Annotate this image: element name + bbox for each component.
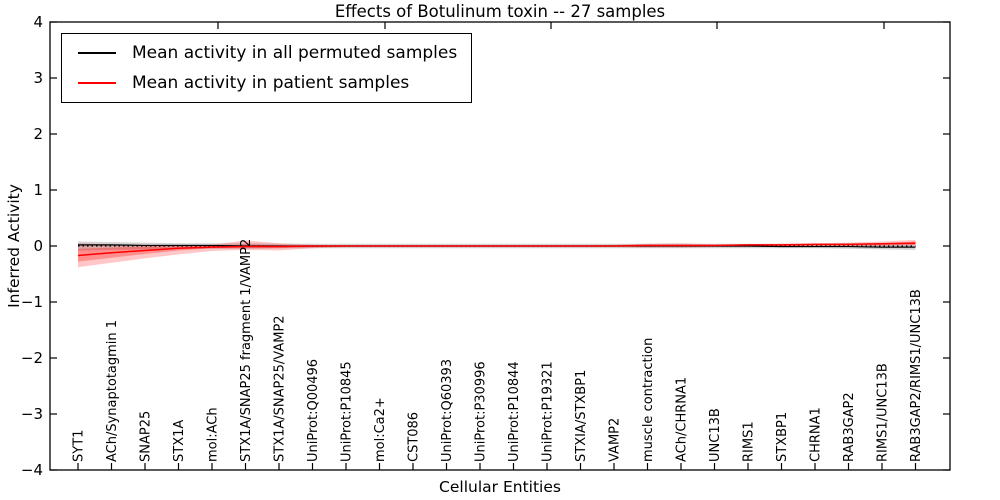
y-tick-label: −3	[21, 405, 43, 423]
black-line-swatch-icon	[78, 52, 116, 54]
x-tick-label: RIMS1/UNC13B	[876, 363, 891, 462]
x-tick-label: RAB3GAP2	[842, 392, 857, 462]
x-tick-label: muscle contraction	[641, 338, 656, 462]
legend-label-patient: Mean activity in patient samples	[132, 73, 410, 93]
x-tick-label: STX1A/SNAP25 fragment 1/VAMP2	[239, 239, 254, 462]
y-tick-label: 2	[33, 125, 43, 143]
x-tick-label: RIMS1	[742, 421, 757, 462]
x-tick-label: UniProt:P19321	[541, 361, 556, 462]
x-axis-label: Cellular Entities	[439, 478, 561, 496]
legend-entry-permuted: Mean activity in all permuted samples	[72, 40, 457, 66]
x-tick-label: UniProt:P10845	[340, 361, 355, 462]
legend-entry-patient: Mean activity in patient samples	[72, 70, 457, 96]
legend: Mean activity in all permuted samples Me…	[61, 33, 473, 103]
y-tick-label: 1	[33, 181, 43, 199]
x-tick-label: UniProt:P10844	[507, 361, 522, 462]
x-tick-label: CHRNA1	[809, 407, 824, 462]
legend-label-permuted: Mean activity in all permuted samples	[132, 43, 458, 63]
y-tick-label: −2	[21, 349, 43, 367]
x-tick-label: VAMP2	[608, 418, 623, 462]
y-tick-label: 3	[33, 69, 43, 87]
y-tick-label: 0	[33, 237, 43, 255]
x-tick-label: UniProt:P30996	[474, 361, 489, 462]
x-tick-label: STXBP1	[775, 412, 790, 462]
red-line-swatch-icon	[78, 82, 116, 84]
x-tick-label: UniProt:Q60393	[440, 359, 455, 462]
y-axis-label: Inferred Activity	[5, 184, 23, 308]
series-line-1	[77, 242, 916, 257]
x-tick-label: STX1A/SNAP25/VAMP2	[273, 315, 288, 462]
x-tick-label: RAB3GAP2/RIMS1/UNC13B	[909, 289, 924, 462]
x-tick-label: mol:Ca2+	[373, 397, 388, 462]
y-tick-label: −1	[21, 293, 43, 311]
x-tick-label: UNC13B	[708, 408, 723, 462]
y-tick-label: −4	[21, 461, 43, 479]
x-tick-label: STXIA/STXBP1	[574, 370, 589, 462]
chart-title: Effects of Botulinum toxin -- 27 samples	[334, 2, 666, 21]
x-tick-label: UniProt:Q00496	[306, 359, 321, 462]
x-tick-label: ACh/CHRNA1	[675, 377, 690, 462]
x-tick-label: ACh/Synaptotagmin 1	[105, 320, 120, 462]
y-tick-label: 4	[33, 13, 43, 31]
x-tick-label: SNAP25	[139, 411, 154, 462]
x-tick-label: STX1A	[172, 420, 187, 462]
x-tick-label: CST086	[407, 412, 422, 462]
x-tick-label: mol:ACh	[206, 407, 221, 462]
x-tick-label: SYT1	[72, 430, 87, 462]
